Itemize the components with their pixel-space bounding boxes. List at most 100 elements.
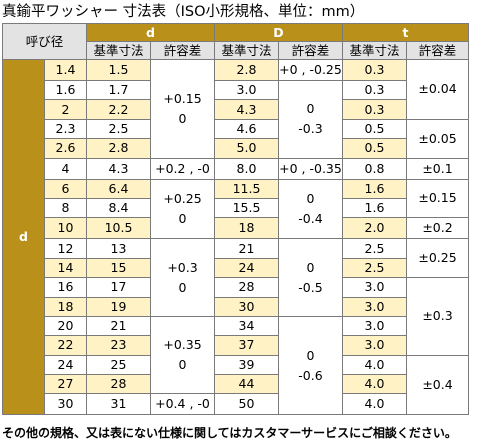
d-standard: 8.4: [86, 197, 151, 219]
D-standard: 8.0: [214, 157, 279, 180]
nominal-size: 16: [44, 277, 87, 298]
header-t-tol: 許容差: [406, 41, 469, 60]
d-standard: 15: [86, 257, 151, 279]
header-group-d: d: [86, 23, 215, 42]
t-tolerance: ±0.1: [406, 157, 469, 180]
t-standard: 0.3: [342, 99, 407, 120]
D-standard: 39: [214, 354, 279, 376]
D-standard: 28: [214, 277, 279, 298]
t-standard: 0.3: [342, 79, 407, 101]
header-D-tol: 許容差: [278, 41, 343, 60]
nominal-size: 1.6: [44, 79, 87, 101]
t-standard: 2.5: [342, 238, 407, 259]
washer-dimension-table: 呼び径 d D t 基準寸法 許容差 基準寸法 許容差 基準寸法 許容差 d 1.…: [2, 23, 469, 416]
D-standard: 50: [214, 393, 279, 416]
d-tolerance: +0.4 , -0: [150, 393, 215, 416]
d-standard: 1.7: [86, 79, 151, 101]
table-row: 12 13 +0.3 0 21 0 -0.5 2.5 ±0.25: [3, 238, 469, 317]
tolerance-line: 0: [178, 110, 187, 126]
d-tolerance: +0.35 0: [150, 315, 215, 395]
tolerance-line: +0 , -0.35: [279, 160, 342, 176]
t-standard: 4.0: [342, 354, 407, 376]
t-tolerance: ±0.25: [406, 238, 469, 279]
d-standard: 23: [86, 335, 151, 356]
header-group-D: D: [214, 23, 343, 42]
page-title: 真鍮平ワッシャー 寸法表（ISO小形規格、単位：mm）: [2, 4, 365, 20]
t-standard: 0.8: [342, 157, 407, 180]
d-standard: 2.8: [86, 138, 151, 159]
nominal-size: 12: [44, 238, 87, 259]
table-row: d 1.4 1.5 +0.15 0 2.8 +0 , -0.25 0.3 ±0.04: [2, 58, 469, 416]
table-row: 24 25 39 4.0 ±0.4: [3, 354, 469, 416]
tolerance-line: -0.4: [298, 210, 323, 226]
nominal-size: 10: [44, 217, 87, 240]
D-tolerance: 0 -0.3: [278, 80, 343, 159]
t-standard: 4.0: [342, 393, 407, 416]
header-t-std: 基準寸法: [342, 41, 407, 60]
D-standard: 44: [214, 374, 279, 395]
t-standard: 3.0: [342, 296, 407, 317]
t-standard: 0.3: [342, 59, 407, 81]
tolerance-line: +0.2 , -0: [155, 160, 210, 176]
nominal-size: 30: [44, 393, 87, 416]
d-standard: 10.5: [86, 217, 151, 240]
d-standard: 1.5: [86, 59, 151, 81]
table-row: 2 2.2 4.3 0.3: [3, 99, 469, 120]
nominal-size: 14: [44, 257, 87, 279]
tolerance-line: +0.35: [163, 337, 202, 353]
t-tolerance: ±0.15: [406, 178, 469, 219]
t-tolerance: ±0.05: [406, 118, 469, 159]
D-standard: 24: [214, 257, 279, 279]
nominal-size: 22: [44, 335, 87, 356]
header-D-std: 基準寸法: [214, 41, 279, 60]
D-standard: 4.3: [214, 99, 279, 120]
d-standard: 13: [86, 238, 151, 259]
tolerance-line: 0: [306, 101, 315, 117]
D-standard: 11.5: [214, 178, 279, 199]
t-standard: 2.0: [342, 217, 407, 240]
table-row: 22 23 37 3.0: [3, 335, 469, 356]
table-row: 6 6.4 +0.25 0 11.5 0 -0.4 1.6 ±0.15: [3, 178, 469, 240]
t-standard: 3.0: [342, 315, 407, 337]
tolerance-line: 0: [178, 210, 187, 226]
tolerance-line: 0: [306, 347, 315, 363]
tolerance-line: ±0.2: [422, 220, 453, 236]
table-row: 8 8.4 15.5 1.6: [3, 197, 469, 219]
d-tolerance: +0.25 0: [150, 178, 215, 240]
t-standard: 3.0: [342, 335, 407, 356]
D-standard: 2.8: [214, 59, 279, 81]
D-standard: 30: [214, 296, 279, 317]
tolerance-line: ±0.4: [422, 377, 453, 393]
tolerance-line: -0.6: [298, 367, 323, 383]
table-row: 1.6 1.7 3.0 0 -0.3 0.3: [3, 79, 469, 159]
d-standard: 25: [86, 354, 151, 376]
D-tolerance: +0 , -0.25: [278, 59, 343, 81]
tolerance-line: +0.15: [163, 90, 202, 106]
tolerance-line: -0.3: [298, 121, 323, 137]
D-standard: 4.6: [214, 118, 279, 140]
D-standard: 15.5: [214, 197, 279, 219]
D-tolerance: 0 -0.5: [278, 238, 343, 317]
d-standard: 28: [86, 374, 151, 395]
table-row: 2.6 2.8 5.0 0.5: [3, 138, 469, 159]
D-tolerance: 0 -0.6: [278, 315, 343, 416]
table-row: 14 15 24 2.5: [3, 257, 469, 279]
header-d-tol: 許容差: [150, 41, 215, 60]
table-row: 30 31 +0.4 , -0 50 4.0: [3, 393, 469, 416]
footer-note: その他の規格、又は表にない仕様に関してはカスタマーサービスにご相談ください。: [2, 426, 457, 440]
table-body: d 1.4 1.5 +0.15 0 2.8 +0 , -0.25 0.3 ±0.04 1.6 1.7…: [2, 58, 469, 416]
nominal-size: 2: [44, 99, 87, 120]
table-row: 27 28 44 4.0: [3, 374, 469, 395]
nominal-size: 1.4: [44, 59, 87, 81]
t-tolerance: ±0.4: [406, 354, 469, 416]
nominal-size: 8: [44, 197, 87, 219]
table-row: 4 4.3 +0.2 , -0 8.0 +0 , -0.35 0.8 ±0.1: [3, 157, 469, 180]
row-group-label: d: [2, 58, 45, 416]
tolerance-line: ±0.25: [418, 250, 457, 266]
nominal-size: 4: [44, 157, 87, 180]
tolerance-line: 0: [306, 259, 315, 275]
d-standard: 6.4: [86, 178, 151, 199]
tolerance-line: ±0.1: [422, 160, 453, 176]
D-standard: 34: [214, 315, 279, 337]
tolerance-line: ±0.15: [418, 190, 457, 206]
